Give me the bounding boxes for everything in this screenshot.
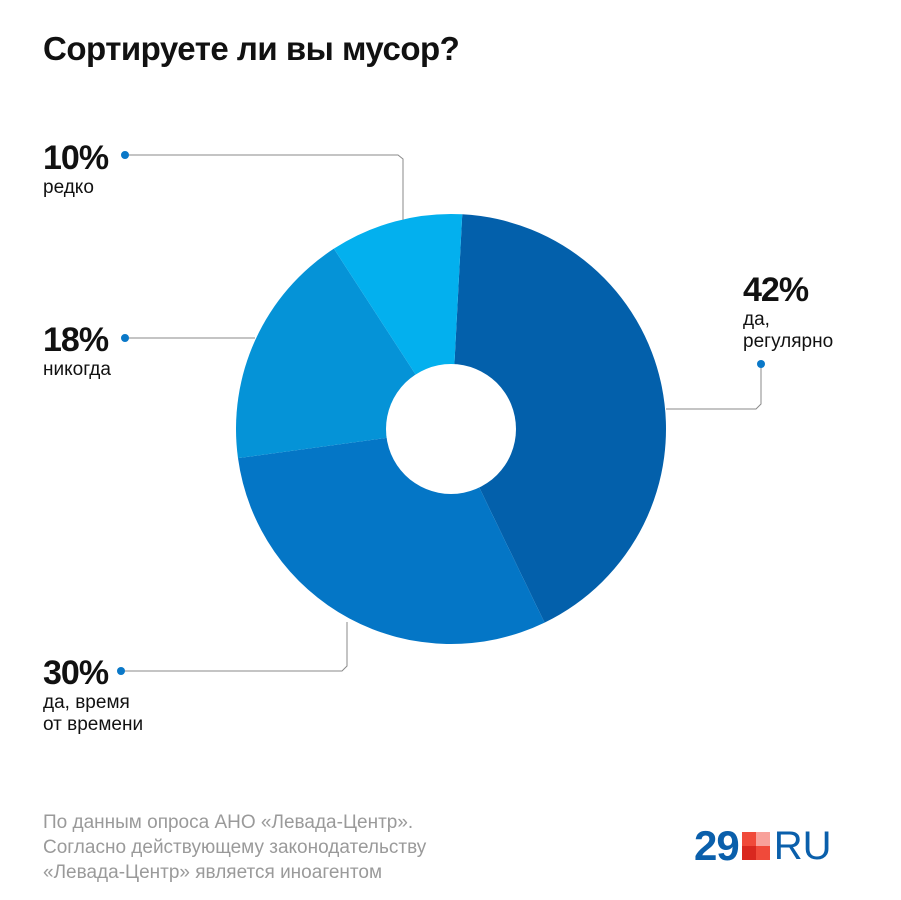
source-line: «Левада-Центр» является иноагентом xyxy=(43,862,383,883)
slice-label: редко xyxy=(43,177,94,198)
source-note: По данным опроса АНО «Левада-Центр». Сог… xyxy=(43,810,426,885)
donut-chart xyxy=(117,151,765,675)
label-redko: 10% редко xyxy=(43,139,109,199)
logo-square-icon xyxy=(741,832,770,860)
slice-percent: 10% xyxy=(43,139,109,177)
leader-vremya xyxy=(121,622,348,672)
slice-label: никогда xyxy=(43,359,111,380)
source-line: По данным опроса АНО «Левада-Центр». xyxy=(43,812,414,833)
site-logo: 29 RU xyxy=(694,822,832,869)
leader-dot xyxy=(757,360,765,368)
slice-percent: 18% xyxy=(43,321,109,359)
chart-title: Сортируете ли вы мусор? xyxy=(43,30,460,67)
logo-suffix: RU xyxy=(773,824,832,868)
slice-percent: 42% xyxy=(743,271,809,309)
leader-regulyarno xyxy=(666,364,762,410)
label-vremya: 30% да, время от времени xyxy=(43,654,143,736)
leader-dot xyxy=(117,667,125,675)
slice-label: да, время xyxy=(43,692,130,713)
label-regulyarno: 42% да, регулярно xyxy=(743,271,833,353)
source-line: Согласно действующему законодательству xyxy=(43,837,427,858)
label-nikogda: 18% никогда xyxy=(43,321,111,381)
leader-redko xyxy=(125,154,404,220)
pie-slice xyxy=(451,214,666,623)
slice-label: да, xyxy=(743,309,770,330)
leader-dot xyxy=(121,151,129,159)
slice-label: от времени xyxy=(43,714,144,735)
donut-hole xyxy=(386,364,516,494)
slice-label: регулярно xyxy=(743,331,834,352)
logo-number: 29 xyxy=(694,822,740,869)
slice-percent: 30% xyxy=(43,654,109,692)
leader-dot xyxy=(121,334,129,342)
